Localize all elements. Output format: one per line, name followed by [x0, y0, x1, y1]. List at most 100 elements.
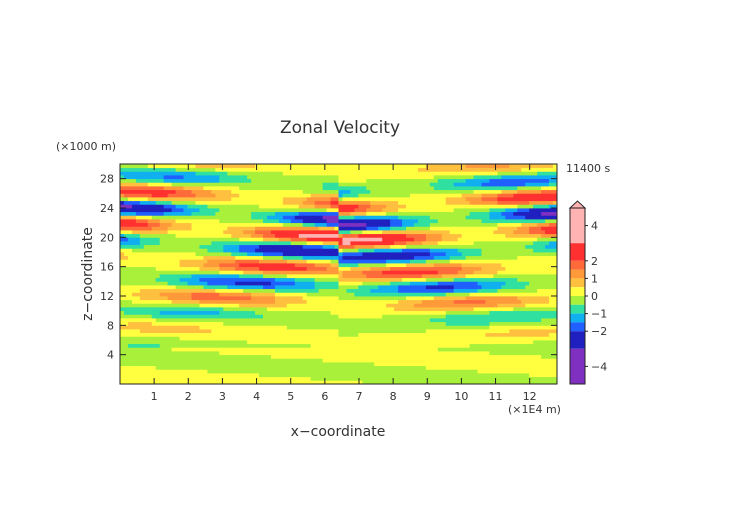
- field-cell: [406, 380, 411, 385]
- field-cell: [120, 373, 125, 378]
- field-cell: [322, 277, 327, 282]
- field-cell: [386, 266, 391, 271]
- field-cell: [163, 193, 169, 198]
- field-cell: [366, 208, 371, 213]
- field-cell: [191, 369, 196, 374]
- field-cell: [378, 204, 383, 209]
- field-cell: [338, 285, 343, 290]
- field-cell: [374, 310, 379, 315]
- field-cell: [199, 314, 204, 319]
- field-cell: [330, 358, 335, 363]
- field-cell: [167, 354, 173, 359]
- field-cell: [402, 248, 407, 253]
- field-cell: [163, 343, 169, 348]
- field-cell: [398, 358, 403, 363]
- field-cell: [374, 219, 379, 224]
- field-cell: [231, 244, 236, 249]
- field-cell: [199, 325, 204, 330]
- field-cell: [294, 343, 300, 348]
- field-cell: [306, 193, 312, 198]
- field-cell: [151, 274, 157, 279]
- field-cell: [183, 237, 188, 242]
- field-cell: [374, 171, 379, 176]
- field-cell: [334, 219, 339, 224]
- field-cell: [421, 314, 427, 319]
- field-cell: [437, 321, 443, 326]
- field-cell: [278, 274, 284, 279]
- field-cell: [243, 248, 248, 253]
- field-cell: [302, 274, 308, 279]
- field-cell: [263, 325, 268, 330]
- field-cell: [346, 292, 351, 297]
- field-cell: [382, 178, 387, 183]
- field-cell: [441, 204, 447, 209]
- field-cell: [266, 222, 272, 227]
- field-cell: [374, 259, 379, 264]
- field-cell: [235, 329, 240, 334]
- field-cell: [402, 325, 407, 330]
- field-cell: [171, 362, 177, 367]
- field-cell: [322, 266, 327, 271]
- field-cell: [441, 178, 447, 183]
- field-cell: [354, 310, 359, 315]
- field-cell: [390, 307, 395, 312]
- field-cell: [270, 164, 276, 169]
- field-cell: [310, 233, 316, 238]
- field-cell: [406, 307, 411, 312]
- field-cell: [294, 296, 300, 301]
- field-cell: [211, 321, 216, 326]
- field-cell: [290, 171, 296, 176]
- field-cell: [314, 193, 320, 198]
- field-cell: [147, 277, 153, 282]
- field-cell: [135, 204, 141, 209]
- field-cell: [310, 336, 316, 341]
- field-cell: [314, 252, 320, 257]
- field-cell: [255, 347, 260, 352]
- field-cell: [398, 182, 403, 187]
- field-cell: [398, 167, 403, 172]
- field-cell: [306, 343, 312, 348]
- field-cell: [406, 369, 411, 374]
- field-cell: [302, 200, 308, 205]
- field-cell: [398, 376, 403, 381]
- field-cell: [159, 318, 165, 323]
- field-cell: [354, 314, 359, 319]
- field-cell: [402, 226, 407, 231]
- field-cell: [135, 358, 141, 363]
- field-cell: [433, 175, 439, 180]
- field-cell: [413, 200, 419, 205]
- field-cell: [437, 325, 443, 330]
- field-cell: [413, 347, 419, 352]
- field-cell: [374, 215, 379, 220]
- field-cell: [127, 215, 133, 220]
- field-cell: [290, 318, 296, 323]
- field-cell: [123, 266, 129, 271]
- field-cell: [223, 255, 228, 260]
- field-cell: [413, 233, 419, 238]
- field-cell: [147, 189, 153, 194]
- field-cell: [263, 307, 268, 312]
- field-cell: [147, 237, 153, 242]
- field-cell: [350, 340, 355, 345]
- field-cell: [330, 285, 335, 290]
- field-cell: [235, 292, 240, 297]
- field-cell: [406, 215, 411, 220]
- field-cell: [155, 288, 161, 293]
- field-cell: [278, 362, 284, 367]
- field-cell: [151, 175, 157, 180]
- field-cell: [346, 274, 351, 279]
- field-cell: [302, 208, 308, 213]
- field-cell: [135, 373, 141, 378]
- field-cell: [255, 329, 260, 334]
- field-cell: [302, 230, 308, 235]
- field-cell: [417, 281, 423, 286]
- field-cell: [390, 263, 395, 268]
- field-cell: [354, 248, 359, 253]
- field-cell: [437, 343, 443, 348]
- field-cell: [171, 219, 177, 224]
- field-cell: [163, 369, 169, 374]
- field-cell: [402, 362, 407, 367]
- field-cell: [255, 274, 260, 279]
- field-cell: [286, 336, 292, 341]
- field-cell: [298, 347, 304, 352]
